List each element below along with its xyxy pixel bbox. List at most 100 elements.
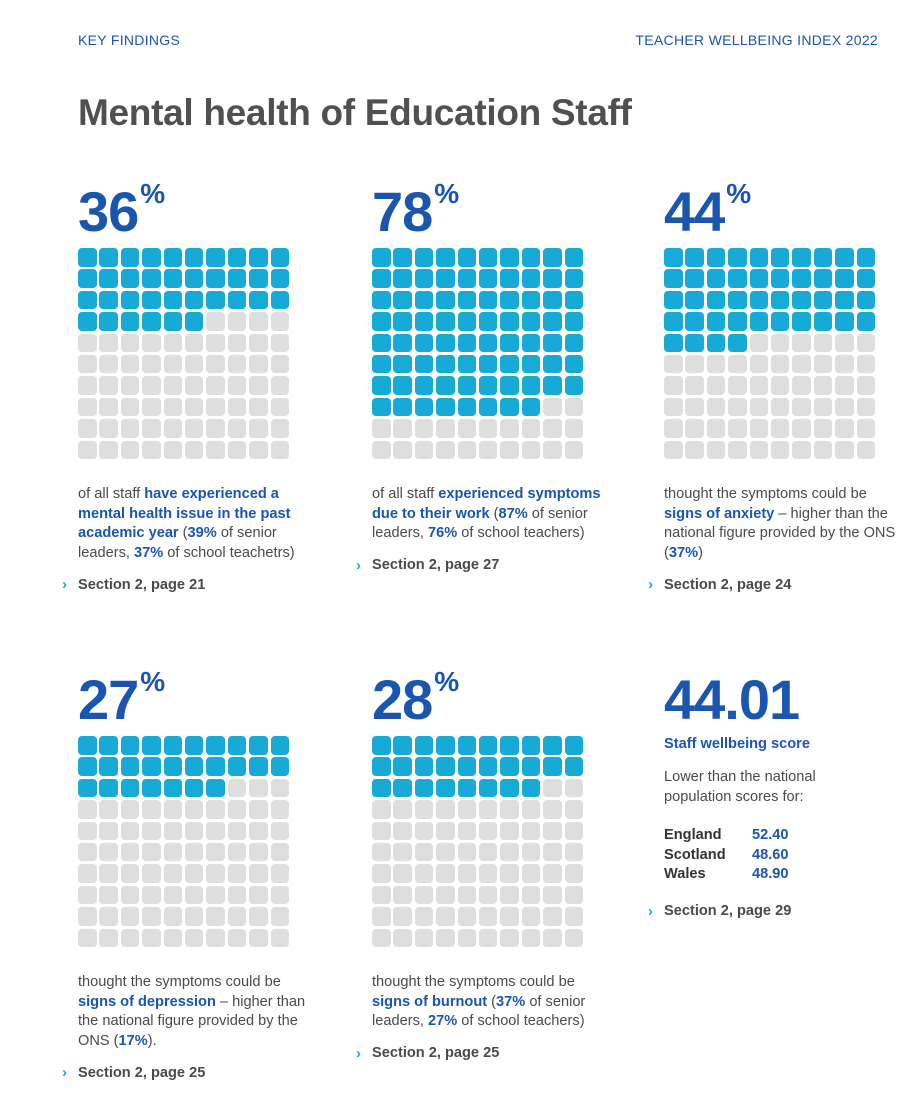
waffle-square-filled: [184, 248, 204, 267]
waffle-square-empty: [478, 800, 498, 819]
waffle-square-filled: [142, 269, 161, 288]
waffle-square-empty: [163, 821, 183, 841]
waffle-square-empty: [835, 440, 854, 460]
waffle-square-filled: [478, 354, 498, 374]
section-link[interactable]: › Section 2, page 29: [648, 903, 900, 920]
waffle-square-filled: [478, 312, 498, 331]
waffle-square-filled: [521, 248, 541, 267]
waffle-square-empty: [163, 800, 183, 819]
waffle-square-empty: [249, 864, 268, 883]
waffle-square-empty: [436, 419, 455, 438]
waffle-square-filled: [564, 757, 584, 776]
waffle-square-filled: [414, 376, 434, 395]
waffle-square-empty: [436, 800, 455, 819]
waffle-square-empty: [206, 440, 225, 460]
chevron-right-icon: ›: [356, 1044, 361, 1062]
highlight-text: 87%: [498, 505, 528, 522]
waffle-square-empty: [372, 928, 391, 948]
waffle-square-empty: [436, 928, 455, 948]
section-link[interactable]: › Section 2, page 25: [356, 1045, 622, 1062]
highlight-text: signs of burnout: [372, 993, 488, 1010]
waffle-square-empty: [163, 885, 183, 905]
section-link-label: Section 2, page 25: [372, 1045, 500, 1062]
waffle-square-filled: [120, 312, 140, 331]
section-link[interactable]: › Section 2, page 24: [648, 576, 900, 593]
waffle-square-filled: [664, 248, 683, 267]
waffle-square-empty: [227, 800, 247, 819]
waffle-square-filled: [436, 269, 455, 288]
waffle-square-filled: [393, 397, 412, 417]
waffle-square-filled: [478, 269, 498, 288]
stat-number: 28: [372, 668, 433, 731]
waffle-square-filled: [99, 736, 118, 755]
waffle-square-empty: [457, 928, 477, 948]
waffle-square-filled: [184, 778, 204, 798]
waffle-square-empty: [372, 842, 391, 862]
waffle-square-empty: [543, 928, 562, 948]
waffle-square-empty: [770, 397, 790, 417]
waffle-square-filled: [436, 354, 455, 374]
waffle-square-empty: [120, 864, 140, 883]
waffle-square-empty: [792, 333, 811, 353]
waffle-square-filled: [685, 269, 704, 288]
stat-panel-depression: 27% thought the symptoms could be signs …: [62, 666, 328, 1081]
waffle-square-filled: [706, 333, 726, 353]
waffle-square-empty: [142, 842, 161, 862]
waffle-square-empty: [457, 800, 477, 819]
waffle-square-empty: [706, 419, 726, 438]
waffle-square-filled: [99, 757, 118, 776]
waffle-square-empty: [478, 842, 498, 862]
waffle-square-filled: [543, 248, 562, 267]
waffle-square-filled: [270, 736, 290, 755]
waffle-square-empty: [521, 928, 541, 948]
waffle-square-empty: [478, 440, 498, 460]
waffle-square-empty: [120, 800, 140, 819]
waffle-square-empty: [184, 842, 204, 862]
waffle-square-empty: [564, 440, 584, 460]
waffle-square-filled: [457, 333, 477, 353]
waffle-square-empty: [372, 907, 391, 926]
waffle-square-filled: [414, 333, 434, 353]
section-link[interactable]: › Section 2, page 25: [62, 1064, 328, 1081]
waffle-square-empty: [500, 842, 519, 862]
waffle-square-empty: [685, 419, 704, 438]
waffle-square-filled: [142, 757, 161, 776]
waffle-square-empty: [813, 397, 833, 417]
waffle-chart: [78, 248, 328, 460]
waffle-square-empty: [227, 419, 247, 438]
waffle-square-filled: [372, 397, 391, 417]
waffle-square-filled: [393, 312, 412, 331]
waffle-square-empty: [249, 778, 268, 798]
waffle-square-empty: [163, 928, 183, 948]
waffle-square-filled: [706, 312, 726, 331]
waffle-square-empty: [813, 376, 833, 395]
section-link[interactable]: › Section 2, page 27: [356, 557, 622, 574]
waffle-square-empty: [500, 800, 519, 819]
description-text: of senior leaders,: [372, 993, 586, 1030]
waffle-square-filled: [206, 248, 225, 267]
waffle-square-empty: [521, 440, 541, 460]
section-link-label: Section 2, page 29: [664, 903, 792, 919]
waffle-square-filled: [414, 736, 434, 755]
waffle-square-empty: [270, 864, 290, 883]
waffle-square-filled: [393, 269, 412, 288]
country-score: 52.40: [752, 827, 789, 843]
highlight-text: experienced symptoms due to their work: [372, 486, 601, 522]
waffle-chart: [372, 736, 622, 948]
waffle-square-empty: [706, 376, 726, 395]
waffle-square-filled: [163, 312, 183, 331]
waffle-square-empty: [99, 928, 118, 948]
waffle-square-empty: [184, 885, 204, 905]
waffle-square-empty: [249, 333, 268, 353]
stat-description: thought the symptoms could be signs of b…: [372, 973, 612, 1032]
waffle-square-empty: [664, 376, 683, 395]
waffle-square-empty: [206, 354, 225, 374]
waffle-square-empty: [856, 397, 876, 417]
waffle-square-empty: [521, 885, 541, 905]
waffle-square-filled: [206, 736, 225, 755]
waffle-square-empty: [78, 885, 97, 905]
waffle-square-filled: [372, 312, 391, 331]
waffle-square-empty: [163, 842, 183, 862]
waffle-square-filled: [142, 312, 161, 331]
section-link[interactable]: › Section 2, page 21: [62, 576, 328, 593]
